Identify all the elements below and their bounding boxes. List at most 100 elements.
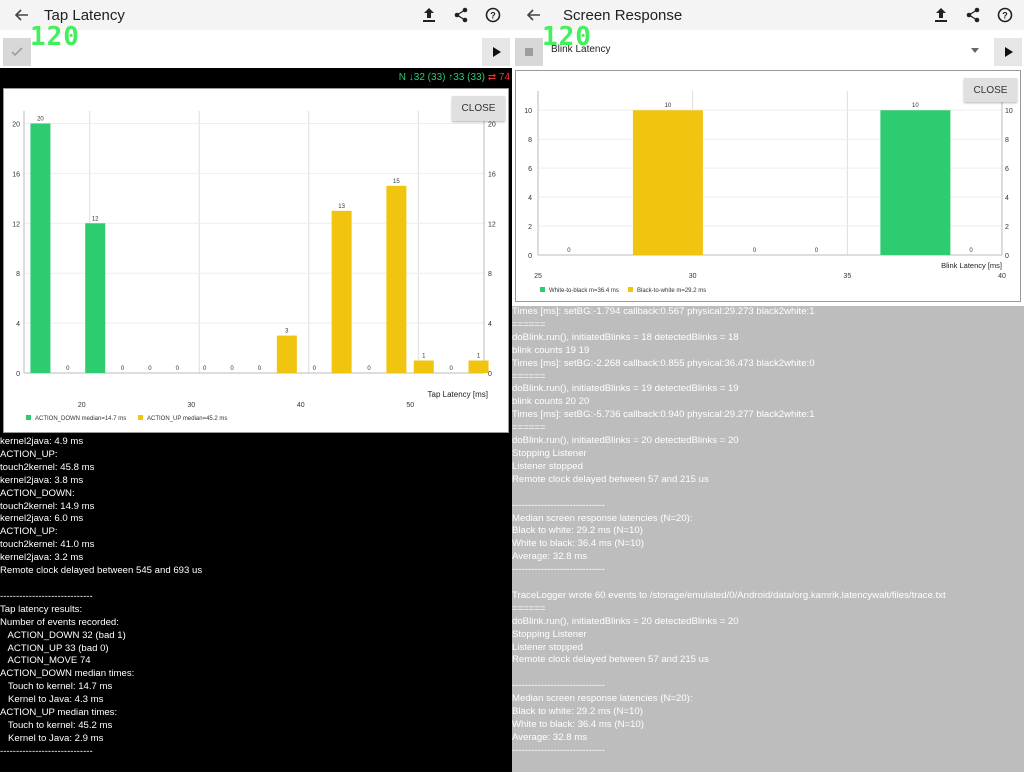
y-tick-label: 10 (524, 108, 532, 115)
log-line: ACTION_DOWN median times: (0, 668, 135, 680)
log-line: ----------------------------- (512, 499, 605, 511)
upload-icon[interactable] (418, 5, 440, 25)
log-line: Remote clock delayed between 545 and 693… (0, 565, 203, 577)
bar-value-label: 10 (912, 103, 919, 109)
y-tick-label: 16 (12, 171, 20, 178)
x-tick-label: 50 (406, 402, 414, 409)
log-line: Black to white: 29.2 ms (N=10) (512, 706, 643, 718)
y-tick-label: 4 (528, 195, 532, 202)
log-line: Listener stopped (512, 641, 583, 653)
fps-counter: 120 (30, 22, 80, 52)
status-down: ↓32 (33) (408, 72, 446, 83)
log-line: kernel2java: 3.8 ms (0, 474, 84, 486)
log-line: Remote clock delayed between 57 and 215 … (512, 473, 709, 485)
log-line (512, 487, 946, 500)
x-tick-label: 20 (78, 402, 86, 409)
log-line: ----------------------------- (512, 744, 605, 756)
bar-value-label: 0 (313, 366, 317, 372)
close-chart-button[interactable]: CLOSE (452, 96, 505, 121)
bar-value-label: 0 (176, 366, 180, 372)
histogram-bar (632, 110, 703, 255)
bar-value-label: 1 (422, 354, 426, 360)
back-arrow-icon[interactable] (512, 0, 556, 30)
legend-label: Black-to-white m=29.2 ms (637, 288, 706, 294)
log-line: ----------------------------- (512, 680, 605, 692)
bar-value-label: 0 (258, 366, 262, 372)
upload-icon[interactable] (930, 5, 952, 25)
right-app-bar: Screen Response ? (512, 0, 1024, 30)
legend-swatch (628, 287, 633, 292)
bar-value-label: 0 (969, 248, 973, 254)
bar-value-label: 10 (665, 103, 672, 109)
close-chart-button[interactable]: CLOSE (964, 78, 1017, 102)
screen-response-pane: Screen Response ? Blink Latency 120 0 0 2 2… (512, 0, 1024, 772)
legend-label: White-to-black m=36.4 ms (549, 288, 619, 294)
log-line: Touch to kernel: 45.2 ms (0, 719, 113, 731)
stop-icon (525, 48, 533, 56)
y-tick-label-right: 4 (1005, 195, 1009, 202)
y-tick-label: 4 (16, 321, 20, 328)
histogram-bar (413, 360, 434, 373)
check-icon (11, 47, 23, 57)
back-arrow-icon[interactable] (0, 0, 44, 30)
play-button[interactable] (994, 38, 1022, 66)
bar-value-label: 0 (148, 366, 152, 372)
log-line: Stopping Listener (512, 628, 587, 640)
y-tick-label: 12 (12, 221, 20, 228)
bar-value-label: 0 (230, 366, 234, 372)
log-line: ====== (512, 602, 546, 614)
log-line (512, 667, 946, 680)
log-line: ACTION_UP: (0, 526, 58, 538)
log-line (512, 577, 946, 590)
x-axis-label: Tap Latency [ms] (428, 390, 488, 399)
mode-dropdown-value[interactable]: Blink Latency (551, 44, 611, 55)
help-icon[interactable]: ? (482, 5, 504, 25)
log-line: ACTION_DOWN: (0, 487, 75, 499)
y-tick-label: 0 (16, 371, 20, 378)
blink-latency-chart: 0 0 2 2 4 4 6 6 8 8 10 10 25 30 35 40 10 10 0 0 0 0 Blink Late… (515, 70, 1021, 302)
y-tick-label-right: 20 (488, 121, 496, 128)
y-tick-label: 8 (528, 137, 532, 144)
log-line: ====== (512, 422, 546, 434)
play-button[interactable] (482, 38, 510, 66)
bar-value-label: 0 (753, 248, 757, 254)
bar-value-label: 0 (567, 248, 571, 254)
log-line: Kernel to Java: 4.3 ms (0, 694, 104, 706)
log-line (0, 578, 439, 591)
check-button[interactable] (3, 38, 31, 66)
stop-button[interactable] (515, 38, 543, 66)
dropdown-arrow-icon[interactable] (970, 47, 980, 55)
y-tick-label-right: 6 (1005, 166, 1009, 173)
right-log-text: Times [ms]: setBG:-1.794 callback:0.567 … (512, 306, 946, 758)
log-line: Number of events recorded: (0, 616, 119, 628)
legend-swatch (540, 287, 545, 292)
tap-latency-pane: Tap Latency ? 120 N ↓32 (33) ↑33 (33) ⇄ … (0, 0, 512, 772)
bar-value-label: 0 (815, 248, 819, 254)
y-tick-label: 0 (528, 253, 532, 260)
bar-value-label: 15 (393, 179, 400, 185)
left-log-text: kernel2java: 4.9 ms ACTION_UP: touch2kerne… (0, 436, 439, 772)
svg-text:?: ? (490, 11, 496, 21)
share-icon[interactable] (450, 5, 472, 25)
y-tick-label-right: 12 (488, 221, 496, 228)
log-line: ====== (512, 370, 546, 382)
share-icon[interactable] (962, 5, 984, 25)
status-move: ⇄ 74 (487, 72, 510, 83)
page-title: Tap Latency (44, 6, 125, 24)
log-line: Remote clock delayed between 57 and 215 … (512, 654, 709, 666)
log-line: White to black: 36.4 ms (N=10) (512, 538, 644, 550)
log-line: kernel2java: 4.9 ms (0, 436, 84, 447)
help-icon[interactable]: ? (994, 5, 1016, 25)
log-line: Times [ms]: setBG:-1.794 callback:0.567 … (512, 306, 815, 317)
histogram-bar (276, 335, 297, 373)
log-line: Times [ms]: setBG:-5.736 callback:0.940 … (512, 409, 815, 421)
status-up: ↑33 (33) (448, 72, 485, 83)
y-tick-label: 20 (12, 121, 20, 128)
y-tick-label-right: 8 (488, 271, 492, 278)
log-line: blink counts 20 20 (512, 396, 590, 408)
x-tick-label: 30 (187, 402, 195, 409)
histogram-bar (331, 210, 352, 373)
bar-value-label: 0 (121, 366, 125, 372)
left-app-bar: Tap Latency ? (0, 0, 512, 30)
